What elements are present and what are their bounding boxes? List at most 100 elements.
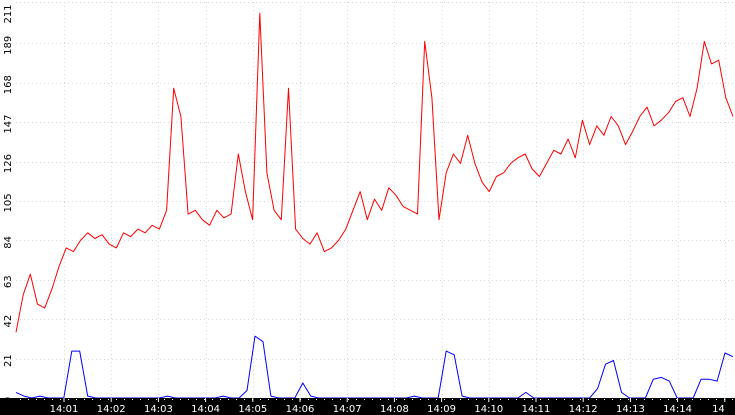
x-minor-tick (476, 399, 477, 400)
x-tick-label: 14:01 (50, 404, 79, 415)
x-minor-tick (548, 399, 549, 400)
x-minor-tick (60, 399, 61, 400)
x-minor-tick (444, 399, 445, 400)
x-minor-tick (340, 399, 341, 400)
x-tick-label: 14:08 (380, 404, 409, 415)
x-minor-tick (716, 399, 717, 400)
x-minor-tick (140, 399, 141, 400)
x-minor-tick (220, 399, 221, 400)
x-minor-tick (468, 399, 469, 400)
y-tick-label: 126 (3, 154, 14, 173)
x-minor-tick (452, 399, 453, 400)
x-tick-label: 14:10 (474, 404, 503, 415)
series-0-line (15, 12, 734, 333)
x-minor-tick (420, 399, 421, 400)
x-minor-tick (660, 399, 661, 400)
x-minor-tick (196, 399, 197, 400)
x-minor-tick (268, 399, 269, 400)
y-tick-label: 147 (3, 115, 14, 134)
x-minor-tick (308, 399, 309, 400)
x-tick-label: 14 (712, 404, 725, 415)
y-tick-label: 42 (3, 315, 14, 328)
x-minor-tick (396, 399, 397, 400)
x-minor-tick (84, 399, 85, 400)
x-minor-tick (284, 399, 285, 400)
x-minor-tick (532, 399, 533, 400)
y-tick-label: 63 (3, 275, 14, 288)
x-minor-tick (188, 399, 189, 400)
x-minor-tick (732, 399, 733, 400)
x-minor-tick (348, 399, 349, 400)
x-minor-tick (212, 399, 213, 400)
x-minor-tick (356, 399, 357, 400)
x-minor-tick (100, 399, 101, 400)
x-minor-tick (596, 399, 597, 400)
x-axis-band (0, 398, 735, 415)
axis-layer: 02142638410512614716818921114:0114:0214:… (0, 4, 735, 415)
x-minor-tick (708, 399, 709, 400)
x-minor-tick (524, 399, 525, 400)
x-minor-tick (668, 399, 669, 400)
x-minor-tick (52, 399, 53, 400)
x-minor-tick (172, 399, 173, 400)
x-minor-tick (460, 399, 461, 400)
x-minor-tick (724, 399, 725, 400)
y-tick-label: 168 (3, 75, 14, 94)
x-tick-label: 14:03 (144, 404, 173, 415)
x-minor-tick (492, 399, 493, 400)
y-tick-label: 84 (3, 236, 14, 249)
x-minor-tick (316, 399, 317, 400)
x-minor-tick (252, 399, 253, 400)
x-minor-tick (516, 399, 517, 400)
x-minor-tick (324, 399, 325, 400)
x-minor-tick (484, 399, 485, 400)
x-minor-tick (156, 399, 157, 400)
x-minor-tick (620, 399, 621, 400)
y-tick-label: 21 (3, 354, 14, 367)
x-minor-tick (388, 399, 389, 400)
x-minor-tick (276, 399, 277, 400)
x-minor-tick (124, 399, 125, 400)
x-minor-tick (628, 399, 629, 400)
x-minor-tick (652, 399, 653, 400)
x-minor-tick (404, 399, 405, 400)
x-minor-tick (636, 399, 637, 400)
x-minor-tick (180, 399, 181, 400)
x-minor-tick (588, 399, 589, 400)
x-minor-tick (92, 399, 93, 400)
x-minor-tick (412, 399, 413, 400)
x-minor-tick (236, 399, 237, 400)
x-minor-tick (692, 399, 693, 400)
x-minor-tick (132, 399, 133, 400)
x-minor-tick (572, 399, 573, 400)
series-1-line (15, 335, 734, 399)
x-tick-label: 14:11 (522, 404, 551, 415)
x-minor-tick (148, 399, 149, 400)
x-minor-tick (164, 399, 165, 400)
x-tick-label: 14:09 (427, 404, 456, 415)
x-minor-tick (300, 399, 301, 400)
x-tick-label: 14:14 (663, 404, 692, 415)
y-tick-label: 105 (3, 193, 14, 212)
x-tick-label: 14:07 (333, 404, 362, 415)
x-minor-tick (372, 399, 373, 400)
x-minor-tick (228, 399, 229, 400)
x-tick-label: 14:12 (569, 404, 598, 415)
x-minor-tick (36, 399, 37, 400)
x-minor-tick (380, 399, 381, 400)
x-minor-tick (700, 399, 701, 400)
x-minor-tick (108, 399, 109, 400)
x-minor-tick (500, 399, 501, 400)
x-minor-tick (564, 399, 565, 400)
x-minor-tick (580, 399, 581, 400)
x-minor-tick (612, 399, 613, 400)
x-minor-tick (204, 399, 205, 400)
y-tick-label: 189 (3, 36, 14, 55)
x-minor-tick (364, 399, 365, 400)
x-tick-label: 14:06 (286, 404, 315, 415)
x-minor-tick (684, 399, 685, 400)
y-tick-label: 211 (3, 4, 14, 23)
x-minor-tick (540, 399, 541, 400)
series-layer (15, 12, 734, 399)
